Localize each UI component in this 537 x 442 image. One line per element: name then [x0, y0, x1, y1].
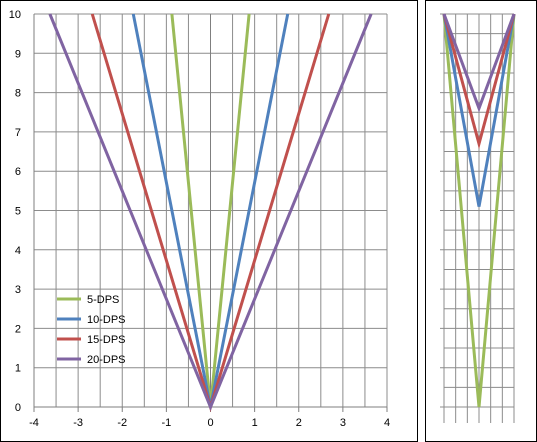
- legend: 5-DPS 10-DPS 15-DPS 20-DPS: [57, 294, 126, 366]
- x-tick-label: 0: [207, 417, 213, 429]
- legend-label: 15-DPS: [87, 334, 126, 346]
- y-tick-label: 4: [15, 245, 21, 257]
- y-tick-label: 7: [15, 127, 21, 139]
- x-tick-label: 1: [252, 417, 258, 429]
- legend-label: 10-DPS: [87, 314, 126, 326]
- legend-label: 5-DPS: [87, 294, 119, 306]
- y-tick-label: 1: [15, 363, 21, 375]
- y-tick-label: 8: [15, 88, 21, 100]
- x-tick-label: -2: [117, 417, 127, 429]
- y-tick-label: 10: [9, 9, 21, 21]
- side-series-line-20-dps: [442, 13, 516, 113]
- y-tick-label: 3: [15, 284, 21, 296]
- x-tick-label: -3: [73, 417, 83, 429]
- side-series-line-5-dps: [442, 13, 516, 408]
- y-tick-label: 6: [15, 166, 21, 178]
- side-series-lines: [442, 13, 516, 408]
- main-tick-labels: -4 -3 -2 -1 0 1 2 3 4 0 1 2 3 4 5 6 7 8 9 10: [9, 9, 390, 429]
- main-axes: [33, 14, 388, 412]
- y-tick-label: 5: [15, 206, 21, 218]
- series-line-20-dps: [48, 13, 373, 411]
- x-tick-label: -4: [29, 417, 39, 429]
- y-tick-label: 0: [15, 402, 21, 414]
- x-tick-label: 2: [296, 417, 302, 429]
- side-gridlines: [440, 13, 515, 423]
- main-series-lines: [48, 13, 373, 413]
- y-tick-label: 2: [15, 323, 21, 335]
- legend-label: 20-DPS: [87, 354, 126, 366]
- x-tick-label: 3: [340, 417, 346, 429]
- main-chart-frame: [0, 0, 418, 442]
- x-tick-label: -1: [161, 417, 171, 429]
- side-series-line-15-dps: [442, 13, 516, 150]
- x-tick-label: 4: [384, 417, 390, 429]
- y-tick-label: 9: [15, 48, 21, 60]
- side-chart: [440, 13, 516, 423]
- main-chart: -4 -3 -2 -1 0 1 2 3 4 0 1 2 3 4 5 6 7 8 9 10 5-DPS 10-DPS 15-…: [9, 9, 390, 429]
- side-series-line-10-dps: [442, 13, 516, 207]
